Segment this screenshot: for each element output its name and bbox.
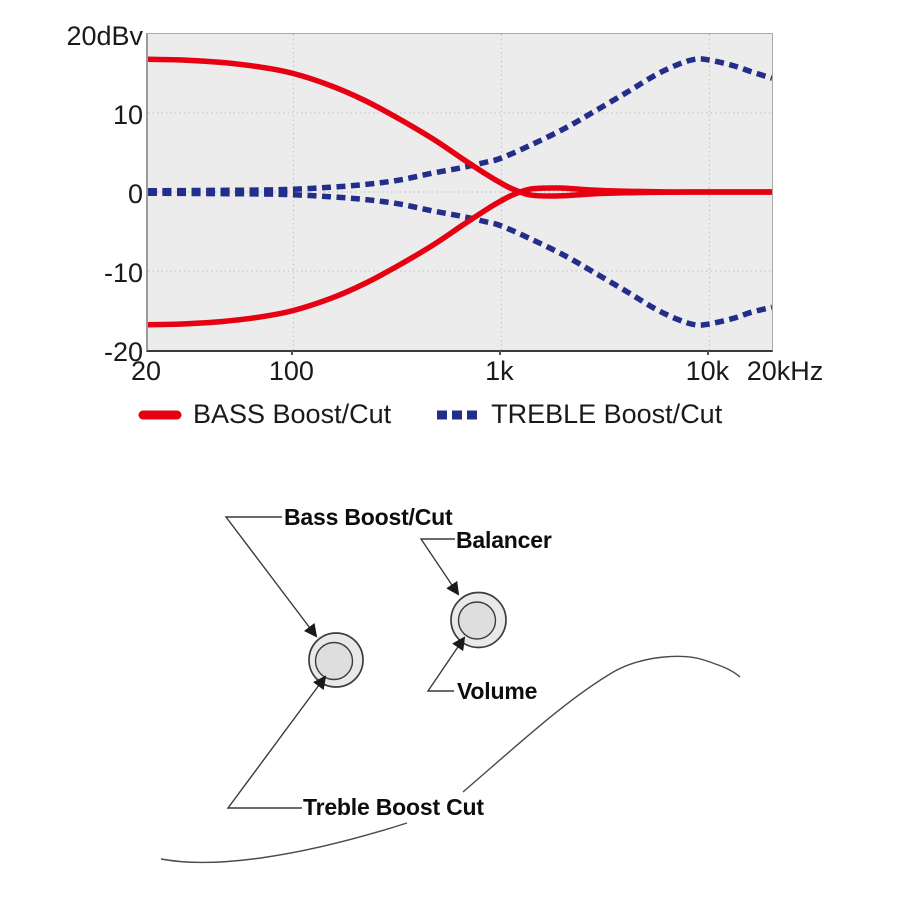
leader-volume — [426, 636, 466, 692]
x-tick-mark — [499, 351, 502, 355]
x-tick-mark — [291, 351, 294, 355]
label-balancer: Balancer — [456, 527, 552, 553]
volume-balancer-knob-inner — [457, 601, 497, 640]
x-tick-20: 20 — [130, 356, 162, 386]
legend-item-treble-boost-cut: TREBLE Boost/Cut — [436, 399, 722, 430]
diagram-canvas — [160, 516, 741, 864]
label-volume: Volume — [457, 678, 538, 704]
legend-item-bass-boost-cut: BASS Boost/Cut — [138, 399, 391, 430]
bass-treble-knob-inner — [314, 641, 354, 681]
series-bass-cut — [148, 185, 772, 328]
body-contour-left — [160, 822, 408, 864]
leader-bass-boost-cut — [224, 516, 318, 638]
x-tick-100: 100 — [268, 356, 314, 386]
bass-treble-stacked-knob — [308, 632, 364, 688]
y-tick--20: -20 — [103, 337, 143, 367]
x-tick-10k: 10k — [685, 356, 730, 386]
leader-balancer — [419, 538, 460, 596]
chart-legend: BASS Boost/Cut TREBLE Boost/Cut — [138, 399, 722, 430]
series-treble-cut — [148, 190, 772, 328]
y-tick-10: 10 — [112, 100, 143, 130]
x-tick-20kHz: 20kHz — [746, 356, 824, 386]
legend-label: TREBLE Boost/Cut — [491, 399, 723, 429]
series-treble-boost — [148, 56, 772, 194]
volume-balancer-stacked-knob — [450, 591, 507, 649]
x-tick-mark — [707, 351, 710, 355]
plot-area — [146, 33, 773, 352]
series-bass-boost — [148, 56, 772, 199]
x-tick-1k: 1k — [485, 356, 514, 386]
y-tick-20dBv: 20dBv — [66, 21, 143, 51]
label-treble-boost-cut: Treble Boost Cut — [303, 794, 484, 820]
body-contour-right — [462, 655, 741, 793]
y-tick--10: -10 — [103, 258, 143, 288]
solid-line-swatch-icon — [138, 410, 182, 419]
label-bass-boost-cut: Bass Boost/Cut — [284, 504, 453, 530]
leader-treble-boost-cut — [226, 675, 327, 809]
chart-canvas — [148, 34, 772, 350]
y-tick-0: 0 — [127, 179, 143, 209]
legend-label: BASS Boost/Cut — [193, 399, 392, 429]
dashed-line-swatch-icon — [437, 410, 478, 419]
